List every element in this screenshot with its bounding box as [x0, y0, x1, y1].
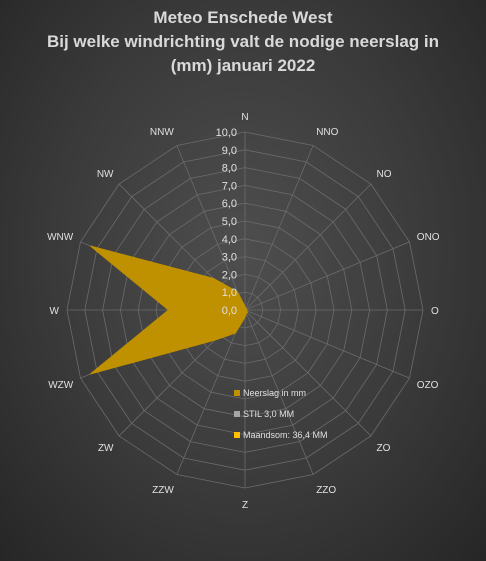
direction-label: NNO: [316, 127, 338, 138]
direction-label: WZW: [48, 380, 74, 391]
direction-label: ZW: [98, 443, 114, 454]
tick-label: 4,0: [222, 234, 237, 246]
grid-spoke-ONO: [244, 241, 410, 311]
chart-title-line-3: (mm) januari 2022: [170, 56, 316, 75]
tick-label: 5,0: [222, 216, 237, 228]
direction-label: WNW: [47, 232, 74, 243]
direction-label: O: [431, 306, 439, 317]
grid-spoke-NO: [244, 183, 372, 311]
direction-label: NO: [377, 169, 392, 180]
direction-label: NNW: [150, 127, 174, 138]
tick-label: 2,0: [222, 269, 237, 281]
legend-swatch: [234, 411, 240, 417]
direction-label: OZO: [417, 380, 439, 391]
chart-title-line-2: Bij welke windrichting valt de nodige ne…: [46, 32, 440, 51]
direction-labels: N NNO NO ONO O OZO ZO ZZO Z ZZW ZW WZW W WNW NW NNW: [47, 112, 440, 511]
radar-grid: [66, 131, 424, 489]
legend-swatch: [234, 390, 240, 396]
direction-label: NW: [97, 169, 114, 180]
legend-label: STIL 3,0 MM: [243, 409, 294, 419]
grid-spoke-OZO: [244, 309, 410, 379]
grid-spoke-NNW: [176, 145, 246, 311]
series-area-neerslag: [90, 245, 249, 375]
legend-swatch: [234, 432, 240, 438]
direction-label: ZO: [377, 443, 391, 454]
direction-label: ONO: [417, 232, 440, 243]
tick-label: 8,0: [222, 163, 237, 175]
grid-spoke-ZZW: [176, 309, 246, 475]
tick-label: 10,0: [216, 127, 237, 139]
tick-label: 1,0: [222, 287, 237, 299]
grid-spoke-ZZO: [244, 309, 314, 475]
tick-label: 9,0: [222, 145, 237, 157]
legend-label: Neerslag in mm: [243, 388, 306, 398]
chart-title-line-1: Meteo Enschede West: [153, 8, 333, 27]
radar-series-layer: [90, 245, 249, 375]
direction-label: ZZO: [316, 485, 336, 496]
direction-label: Z: [242, 500, 248, 511]
legend-label: Maandsom: 36,4 MM: [243, 430, 328, 440]
tick-label: 3,0: [222, 252, 237, 264]
tick-label: 6,0: [222, 198, 237, 210]
direction-label: W: [50, 306, 60, 317]
direction-label: ZZW: [152, 485, 174, 496]
grid-spoke-NNO: [244, 145, 314, 311]
direction-label: N: [241, 112, 248, 123]
radial-tick-labels: 0,0 1,0 2,0 3,0 4,0 5,0 6,0 7,0 8,0 9,0 10,0: [216, 127, 237, 317]
legend: Neerslag in mm STIL 3,0 MM Maandsom: 36,4 …: [234, 388, 328, 440]
tick-label: 0,0: [222, 305, 237, 317]
tick-label: 7,0: [222, 180, 237, 192]
grid-spoke-ZO: [244, 309, 372, 437]
